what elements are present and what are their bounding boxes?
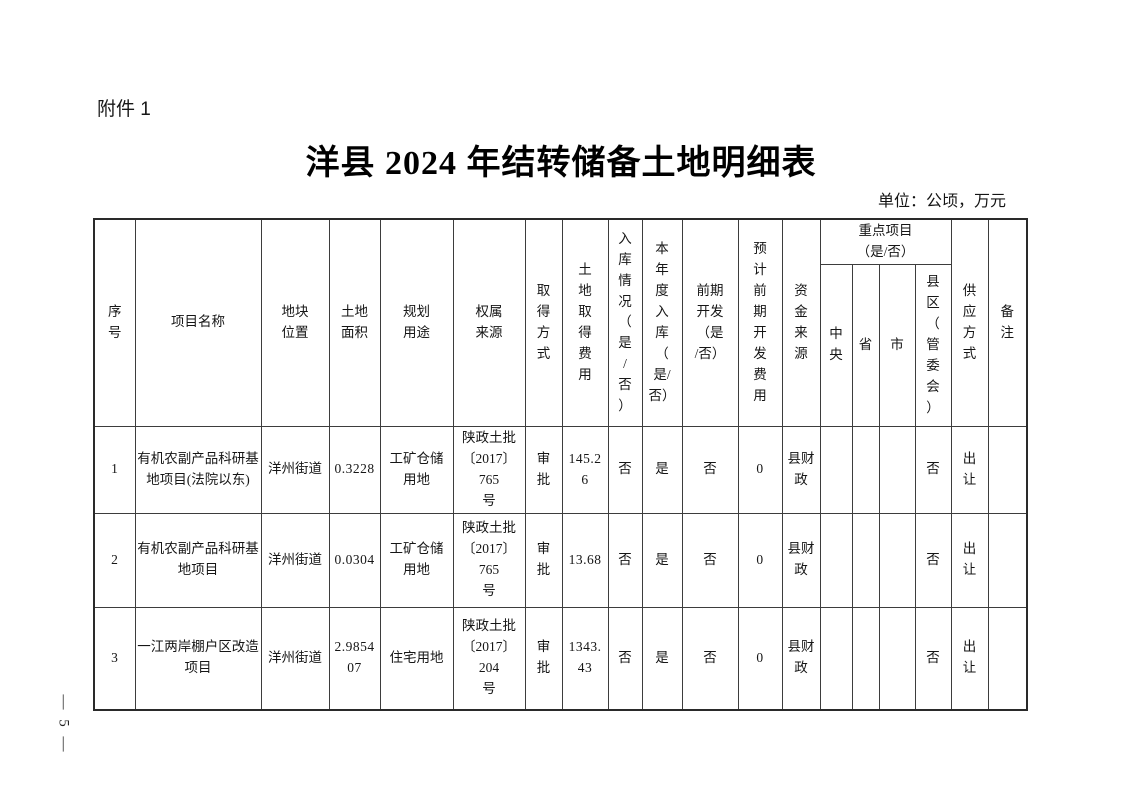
cell-est-predev-cost: 0 bbox=[737, 606, 783, 711]
cell-stored-this-year: 是 bbox=[641, 512, 683, 608]
cell-key-county: 否 bbox=[914, 606, 952, 711]
cell-key-county: 否 bbox=[914, 512, 952, 608]
cell-storage-status: 否 bbox=[607, 425, 643, 514]
col-header-est-predev-cost: 预 计 前 期 开 发 费 用 bbox=[737, 218, 783, 427]
cell-acquisition-cost: 1343. 43 bbox=[561, 606, 609, 711]
cell-pre-development: 否 bbox=[681, 606, 739, 711]
cell-est-predev-cost: 0 bbox=[737, 512, 783, 608]
col-header-key-central: 中 央 bbox=[819, 263, 853, 427]
cell-planned-use: 住宅用地 bbox=[379, 606, 454, 711]
cell-project-name: 一江两岸棚户区改造 项目 bbox=[134, 606, 262, 711]
cell-key-city bbox=[878, 512, 916, 608]
cell-funding-source: 县财 政 bbox=[781, 512, 821, 608]
col-header-supply-method: 供 应 方 式 bbox=[950, 218, 989, 427]
cell-funding-source: 县财 政 bbox=[781, 606, 821, 711]
cell-storage-status: 否 bbox=[607, 606, 643, 711]
col-header-area: 土地 面积 bbox=[328, 218, 381, 427]
cell-acquisition-cost: 145.2 6 bbox=[561, 425, 609, 514]
col-header-project-name: 项目名称 bbox=[134, 218, 262, 427]
cell-key-province bbox=[851, 606, 880, 711]
cell-area: 0.0304 bbox=[328, 512, 381, 608]
cell-est-predev-cost: 0 bbox=[737, 425, 783, 514]
table-row: 1 有机农副产品科研基 地项目(法院以东) 洋州街道 0.3228 工矿仓储 用… bbox=[93, 425, 1028, 514]
cell-key-central bbox=[819, 606, 853, 711]
cell-remarks bbox=[987, 606, 1028, 711]
col-header-key-province: 省 bbox=[851, 263, 880, 427]
unit-note: 单位：公顷，万元 bbox=[877, 193, 1006, 210]
cell-seq: 1 bbox=[93, 425, 136, 514]
cell-area: 2.9854 07 bbox=[328, 606, 381, 711]
cell-supply-method: 出 让 bbox=[950, 425, 989, 514]
cell-seq: 2 bbox=[93, 512, 136, 608]
cell-ownership-source: 陕政土批 〔2017〕765 号 bbox=[452, 425, 526, 514]
col-header-key-county: 县 区 （ 管 委 会 ） bbox=[914, 263, 952, 427]
cell-area: 0.3228 bbox=[328, 425, 381, 514]
cell-project-name: 有机农副产品科研基 地项目(法院以东) bbox=[134, 425, 262, 514]
cell-project-name: 有机农副产品科研基 地项目 bbox=[134, 512, 262, 608]
cell-key-central bbox=[819, 512, 853, 608]
col-header-acquisition-method: 取 得 方 式 bbox=[524, 218, 563, 427]
col-header-funding-source: 资 金 来 源 bbox=[781, 218, 821, 427]
col-header-pre-development: 前期 开发 （是 /否） bbox=[681, 218, 739, 427]
page-number: — 5 — bbox=[55, 694, 72, 755]
page-title: 洋县 2024 年结转储备土地明细表 bbox=[305, 145, 817, 182]
land-detail-table: 序 号 项目名称 地块 位置 土地 面积 规划 用途 权属 来源 取 得 方 式… bbox=[93, 218, 1029, 712]
cell-funding-source: 县财 政 bbox=[781, 425, 821, 514]
cell-key-city bbox=[878, 606, 916, 711]
cell-planned-use: 工矿仓储 用地 bbox=[379, 512, 454, 608]
cell-key-city bbox=[878, 425, 916, 514]
col-header-planned-use: 规划 用途 bbox=[379, 218, 454, 427]
cell-supply-method: 出 让 bbox=[950, 512, 989, 608]
attachment-label: 附件 1 bbox=[97, 99, 151, 120]
col-header-acquisition-cost: 土 地 取 得 费 用 bbox=[561, 218, 609, 427]
cell-stored-this-year: 是 bbox=[641, 606, 683, 711]
col-header-storage-status: 入 库 情 况 （ 是 / 否 ） bbox=[607, 218, 643, 427]
col-header-key-project-group: 重点项目 （是/否） bbox=[819, 218, 952, 265]
col-header-stored-this-year: 本 年 度 入 库 （ 是/ 否） bbox=[641, 218, 683, 427]
cell-storage-status: 否 bbox=[607, 512, 643, 608]
cell-acquisition-method: 审 批 bbox=[524, 606, 563, 711]
cell-remarks bbox=[987, 425, 1028, 514]
cell-seq: 3 bbox=[93, 606, 136, 711]
col-header-location: 地块 位置 bbox=[260, 218, 330, 427]
cell-key-province bbox=[851, 425, 880, 514]
col-header-seq: 序 号 bbox=[93, 218, 136, 427]
cell-planned-use: 工矿仓储 用地 bbox=[379, 425, 454, 514]
header-row-sub: 中 央 省 市 县 区 （ 管 委 会 ） bbox=[94, 263, 1027, 427]
cell-location: 洋州街道 bbox=[260, 425, 330, 514]
cell-location: 洋州街道 bbox=[260, 512, 330, 608]
col-header-ownership-source: 权属 来源 bbox=[452, 218, 526, 427]
cell-pre-development: 否 bbox=[681, 425, 739, 514]
cell-ownership-source: 陕政土批 〔2017〕765 号 bbox=[452, 512, 526, 608]
cell-pre-development: 否 bbox=[681, 512, 739, 608]
cell-ownership-source: 陕政土批 〔2017〕204 号 bbox=[452, 606, 526, 711]
cell-acquisition-method: 审 批 bbox=[524, 512, 563, 608]
cell-stored-this-year: 是 bbox=[641, 425, 683, 514]
cell-acquisition-method: 审 批 bbox=[524, 425, 563, 514]
col-header-key-city: 市 bbox=[878, 263, 916, 427]
cell-location: 洋州街道 bbox=[260, 606, 330, 711]
cell-key-central bbox=[819, 425, 853, 514]
header-row-group: 序 号 项目名称 地块 位置 土地 面积 规划 用途 权属 来源 取 得 方 式… bbox=[93, 218, 1028, 427]
cell-acquisition-cost: 13.68 bbox=[561, 512, 609, 608]
cell-key-province bbox=[851, 512, 880, 608]
cell-supply-method: 出 让 bbox=[950, 606, 989, 711]
col-header-remarks: 备 注 bbox=[987, 218, 1028, 427]
table-row: 3 一江两岸棚户区改造 项目 洋州街道 2.9854 07 住宅用地 陕政土批 … bbox=[93, 606, 1028, 711]
cell-key-county: 否 bbox=[914, 425, 952, 514]
cell-remarks bbox=[987, 512, 1028, 608]
table-row: 2 有机农副产品科研基 地项目 洋州街道 0.0304 工矿仓储 用地 陕政土批… bbox=[93, 512, 1028, 608]
